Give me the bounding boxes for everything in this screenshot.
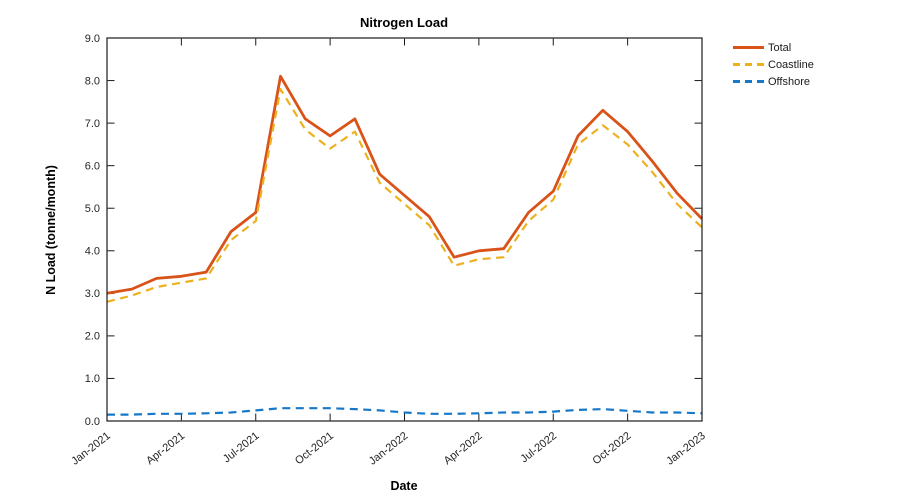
y-tick-label: 2.0 (85, 331, 100, 343)
y-tick-label: 0.0 (85, 416, 100, 428)
x-tick-label: Jan-2023 (664, 430, 708, 468)
legend: Total Coastline Offshore (733, 39, 814, 90)
x-axis-label: Date (390, 479, 417, 493)
legend-label-offshore: Offshore (768, 75, 810, 88)
series-offshore-line (107, 407, 703, 416)
legend-item-coastline: Coastline (733, 56, 814, 73)
y-tick-label: 1.0 (85, 373, 100, 385)
x-tick-label: Apr-2021 (144, 430, 187, 467)
x-tick-label: Jan-2021 (69, 430, 113, 468)
total-line-swatch (733, 46, 764, 49)
x-tick-label: Jul-2022 (518, 430, 559, 465)
x-tick-label: Apr-2022 (442, 430, 485, 467)
y-tick-label: 8.0 (85, 75, 100, 87)
x-tick-label: Jan-2022 (367, 430, 411, 468)
y-tick-label: 6.0 (85, 160, 100, 172)
series-lines (106, 74, 704, 416)
y-tick-label: 3.0 (85, 288, 100, 300)
y-tick-label: 9.0 (85, 33, 100, 45)
series-coastline-line (106, 87, 703, 303)
series-total-line (106, 74, 704, 295)
axis-ticks: 0.0 1.0 2.0 3.0 4.0 5.0 6.0 7.0 8.0 9.0 Jan-2021 Ap… (69, 33, 708, 468)
y-tick-label: 4.0 (85, 246, 100, 258)
x-tick-label: Jul-2021 (221, 430, 262, 465)
legend-label-coastline: Coastline (768, 58, 814, 71)
legend-label-total: Total (768, 41, 792, 54)
coastline-line-swatch (733, 63, 764, 66)
legend-item-offshore: Offshore (733, 73, 814, 90)
x-tick-label: Oct-2022 (590, 430, 633, 467)
offshore-line-swatch (733, 80, 764, 83)
legend-item-total: Total (733, 39, 814, 56)
y-tick-label: 5.0 (85, 203, 100, 215)
x-tick-label: Oct-2021 (293, 430, 336, 467)
chart-title: Nitrogen Load (360, 15, 448, 30)
y-tick-label: 7.0 (85, 118, 100, 130)
y-axis-label: N Load (tonne/month) (44, 165, 58, 295)
plot-area-border (106, 37, 703, 422)
